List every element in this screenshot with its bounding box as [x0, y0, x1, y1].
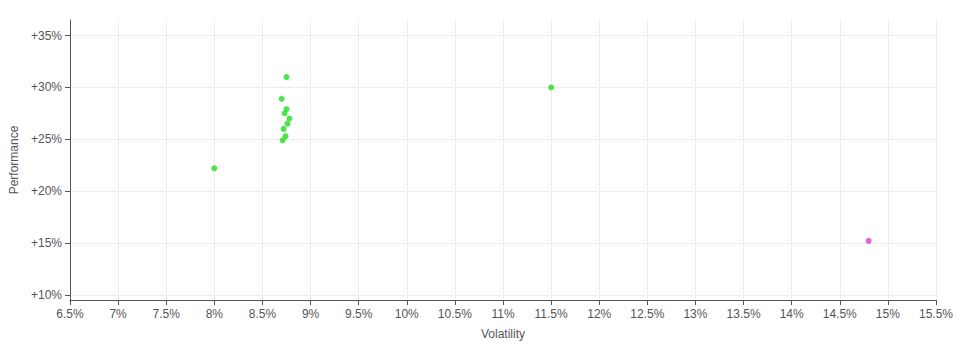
svg-text:14%: 14%	[780, 307, 804, 321]
svg-text:+30%: +30%	[31, 80, 62, 94]
svg-text:15%: 15%	[876, 307, 900, 321]
svg-text:7%: 7%	[109, 307, 127, 321]
svg-text:+20%: +20%	[31, 184, 62, 198]
svg-text:9.5%: 9.5%	[345, 307, 373, 321]
svg-text:13%: 13%	[683, 307, 707, 321]
svg-text:13.5%: 13.5%	[727, 307, 761, 321]
svg-text:+15%: +15%	[31, 236, 62, 250]
svg-text:7.5%: 7.5%	[153, 307, 181, 321]
svg-text:Volatility: Volatility	[481, 327, 525, 341]
svg-text:+10%: +10%	[31, 288, 62, 302]
svg-text:8%: 8%	[206, 307, 224, 321]
svg-text:+35%: +35%	[31, 29, 62, 43]
svg-text:11%: 11%	[491, 307, 514, 321]
svg-text:12%: 12%	[587, 307, 611, 321]
svg-text:+25%: +25%	[31, 132, 62, 146]
svg-text:Performance: Performance	[7, 125, 21, 194]
svg-text:9%: 9%	[302, 307, 320, 321]
svg-text:10%: 10%	[395, 307, 419, 321]
svg-text:6.5%: 6.5%	[56, 307, 84, 321]
svg-text:10.5%: 10.5%	[438, 307, 472, 321]
svg-text:15.5%: 15.5%	[919, 307, 953, 321]
svg-text:14.5%: 14.5%	[823, 307, 857, 321]
svg-text:11.5%: 11.5%	[535, 307, 568, 321]
svg-text:8.5%: 8.5%	[249, 307, 277, 321]
svg-text:12.5%: 12.5%	[630, 307, 664, 321]
